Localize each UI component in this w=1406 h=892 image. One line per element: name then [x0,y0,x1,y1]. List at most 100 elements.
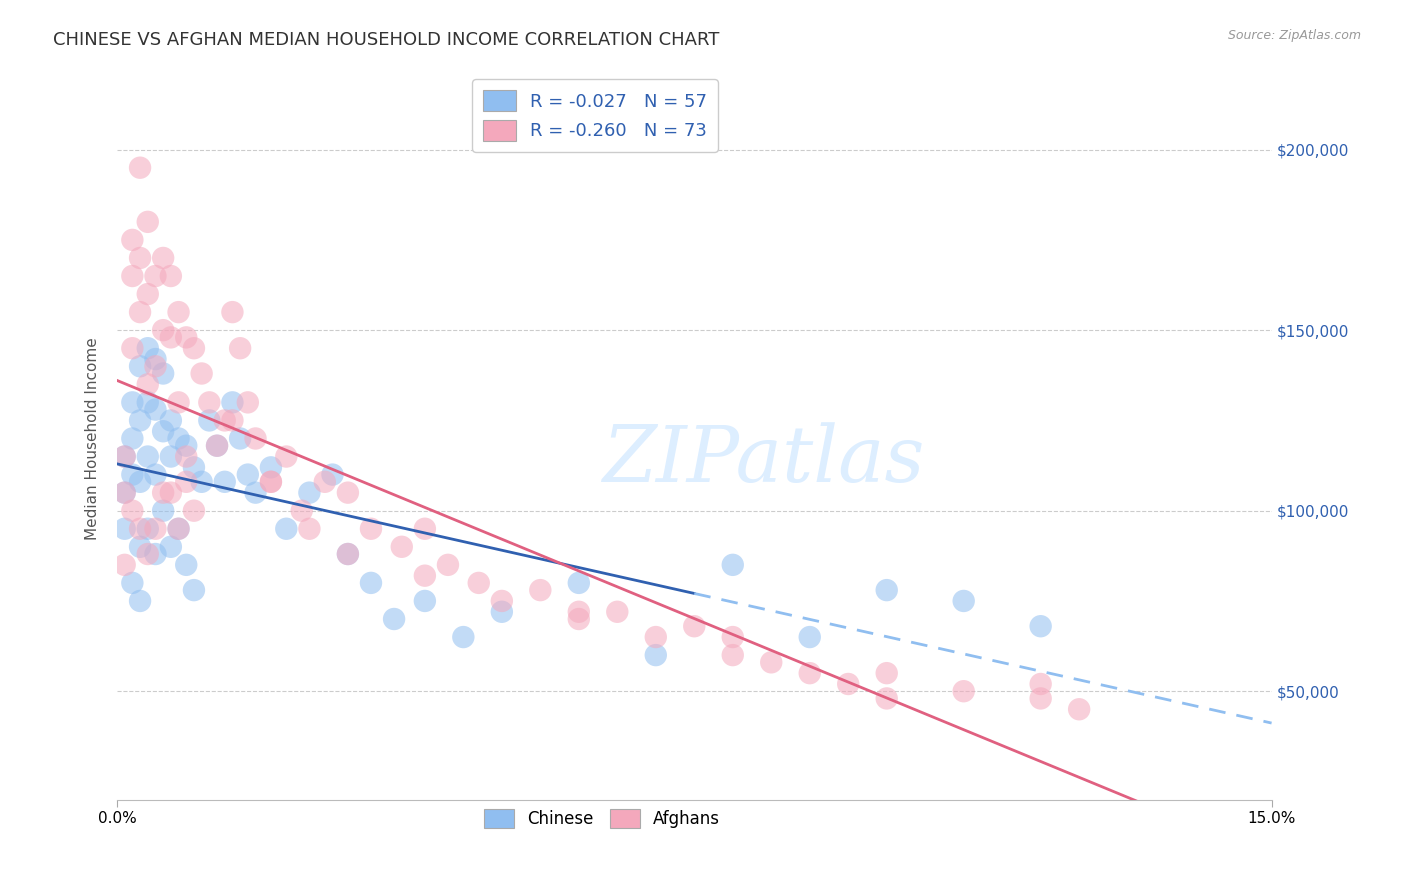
Point [236,467,259,482]
Point [174,450,197,464]
Text: ZIPatlas: ZIPatlas [602,422,925,499]
Point [205,439,228,453]
Point [1069,702,1091,716]
Point [721,630,744,644]
Point [453,630,475,644]
Point [167,305,190,319]
Point [214,475,236,489]
Point [298,522,321,536]
Point [174,475,197,489]
Point [568,575,591,590]
Point [644,648,666,662]
Point [221,395,243,409]
Point [136,377,159,392]
Point [152,504,174,518]
Point [205,439,228,453]
Point [129,413,152,427]
Point [160,330,183,344]
Point [214,413,236,427]
Point [136,215,159,229]
Text: CHINESE VS AFGHAN MEDIAN HOUSEHOLD INCOME CORRELATION CHART: CHINESE VS AFGHAN MEDIAN HOUSEHOLD INCOM… [53,31,720,49]
Point [190,475,212,489]
Point [129,305,152,319]
Point [152,367,174,381]
Point [121,504,143,518]
Text: Source: ZipAtlas.com: Source: ZipAtlas.com [1227,29,1361,42]
Point [198,413,221,427]
Point [491,605,513,619]
Point [221,413,243,427]
Point [1029,677,1052,691]
Point [221,305,243,319]
Point [145,268,167,283]
Point [136,395,159,409]
Point [837,677,859,691]
Point [276,522,298,536]
Point [152,323,174,337]
Legend: Chinese, Afghans: Chinese, Afghans [477,802,727,835]
Point [799,630,821,644]
Point [145,359,167,374]
Point [145,547,167,561]
Y-axis label: Median Household Income: Median Household Income [86,337,100,540]
Point [136,522,159,536]
Point [160,540,183,554]
Point [799,666,821,681]
Point [336,547,359,561]
Point [761,656,783,670]
Point [291,504,314,518]
Point [298,485,321,500]
Point [245,485,267,500]
Point [121,233,143,247]
Point [229,432,252,446]
Point [121,341,143,355]
Point [160,450,183,464]
Point [121,467,143,482]
Point [391,540,413,554]
Point [876,691,898,706]
Point [314,475,336,489]
Point [952,594,974,608]
Point [152,485,174,500]
Point [245,432,267,446]
Point [183,341,205,355]
Point [136,341,159,355]
Point [491,594,513,608]
Point [145,402,167,417]
Point [413,568,436,582]
Point [260,475,283,489]
Point [136,547,159,561]
Point [114,485,136,500]
Point [129,251,152,265]
Point [413,594,436,608]
Point [145,522,167,536]
Point [121,395,143,409]
Point [167,432,190,446]
Point [437,558,460,572]
Point [644,630,666,644]
Point [129,540,152,554]
Point [876,583,898,598]
Point [160,413,183,427]
Point [952,684,974,698]
Point [336,485,359,500]
Point [683,619,706,633]
Point [145,352,167,367]
Point [152,424,174,438]
Point [529,583,551,598]
Point [152,251,174,265]
Point [114,558,136,572]
Point [167,522,190,536]
Point [174,439,197,453]
Point [568,612,591,626]
Point [321,467,343,482]
Point [721,558,744,572]
Point [114,485,136,500]
Point [183,504,205,518]
Point [121,575,143,590]
Point [160,485,183,500]
Point [129,161,152,175]
Point [190,367,212,381]
Point [136,287,159,301]
Point [382,612,405,626]
